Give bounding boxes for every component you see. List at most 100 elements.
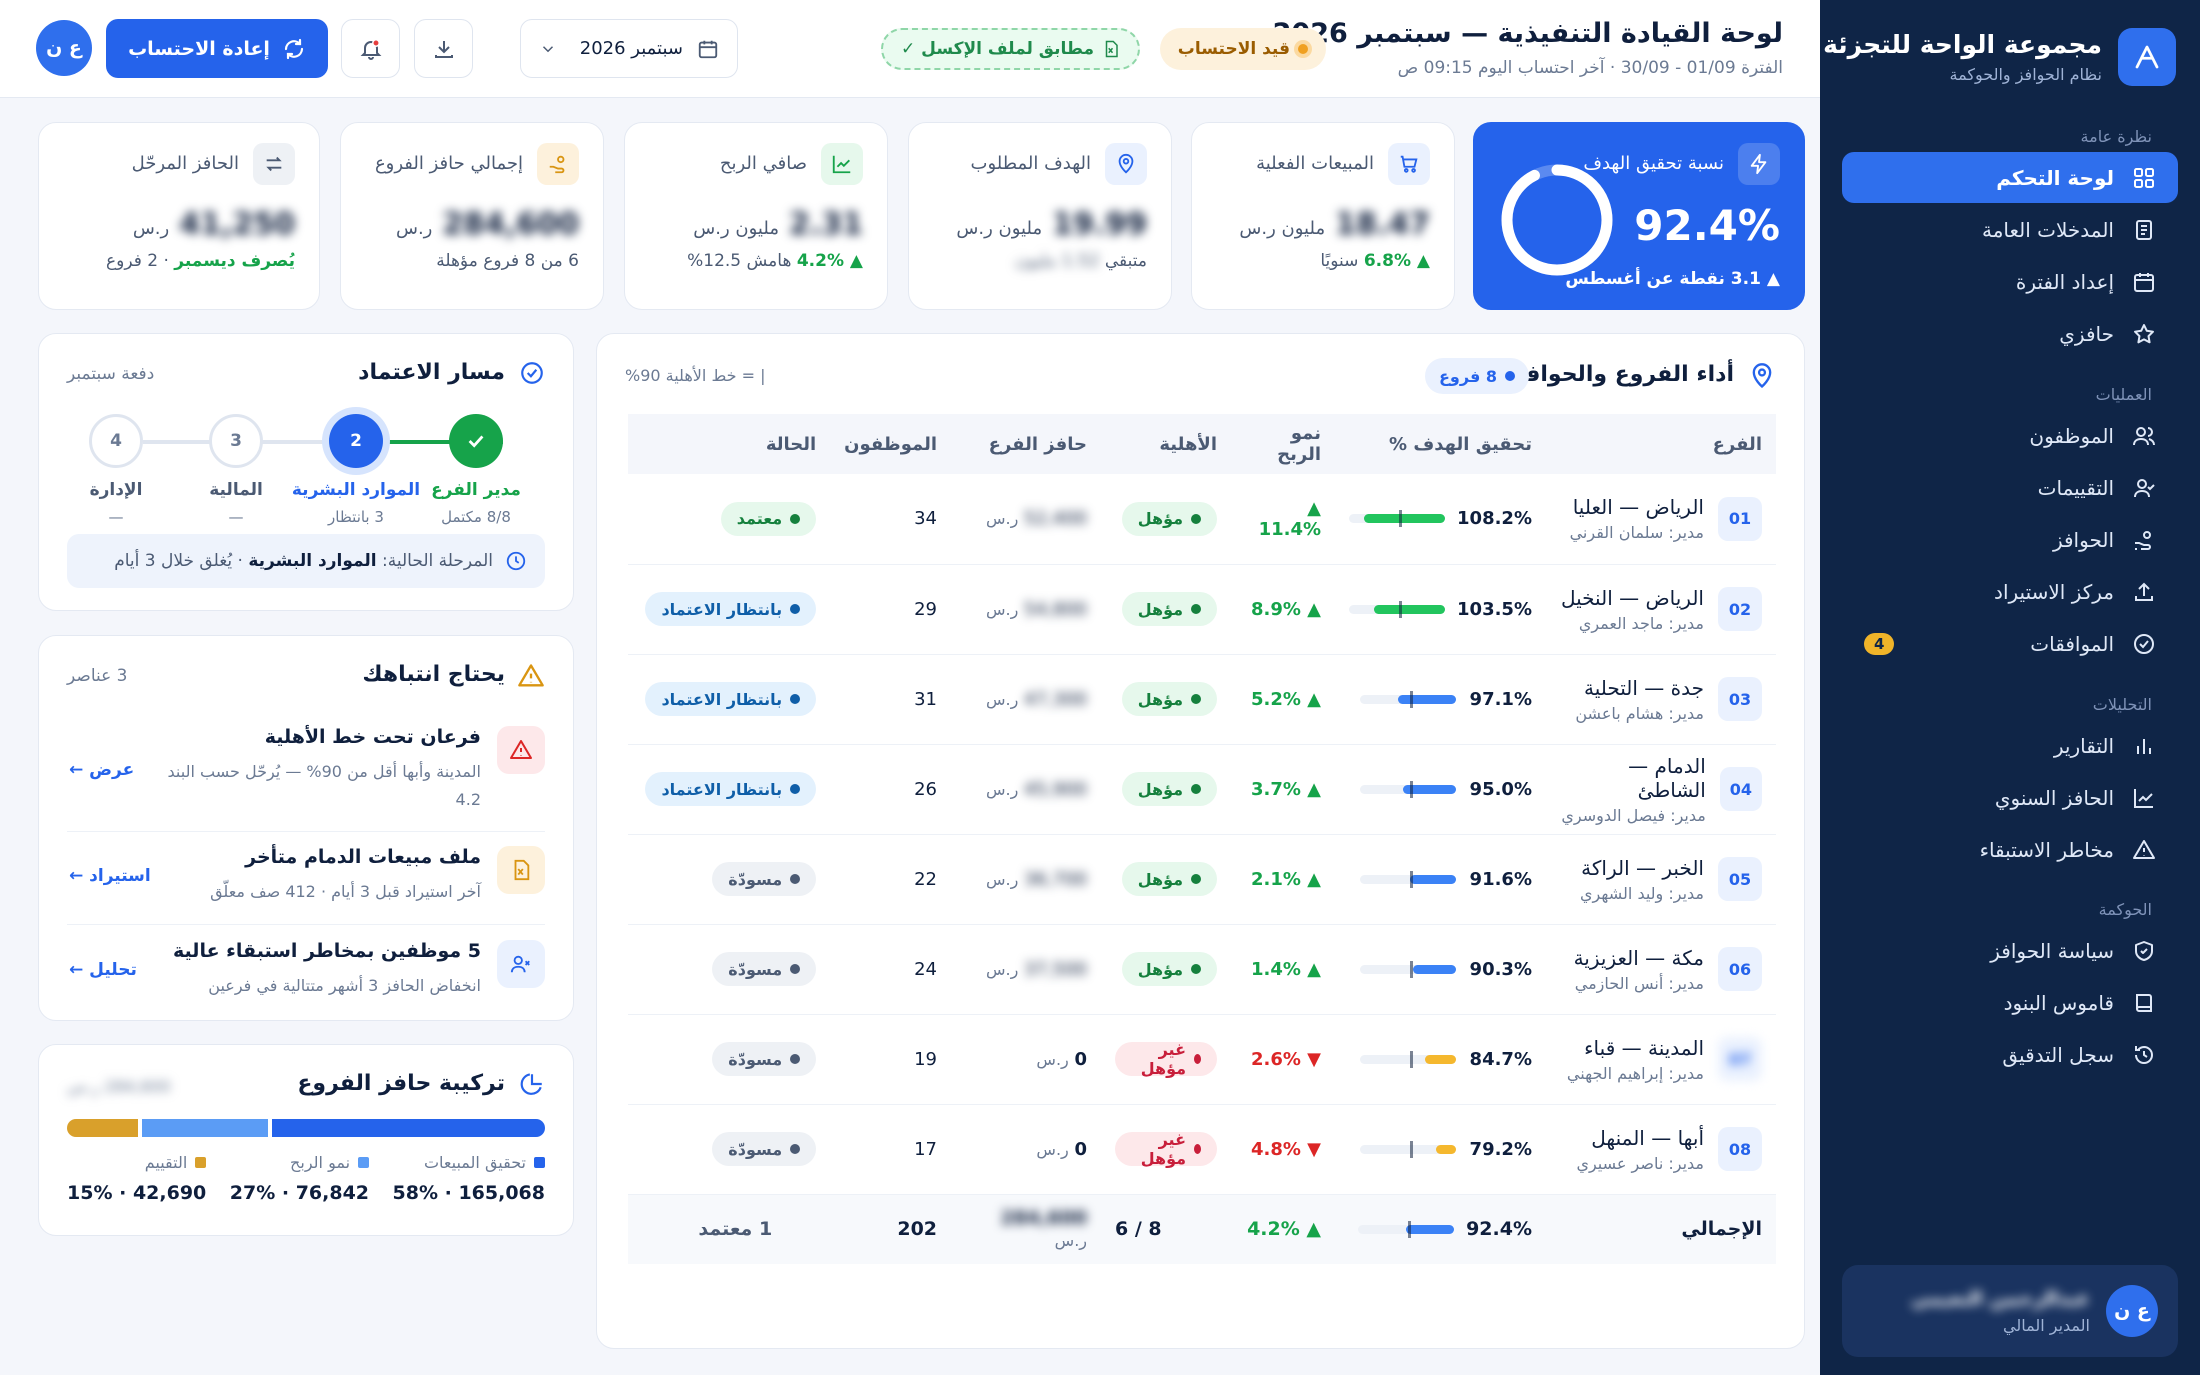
user-role: المدير المالي (2003, 1315, 2090, 1335)
sidebar-item-general-inputs[interactable]: المدخلات العامة (1842, 204, 2178, 255)
nav-section-label: التحليلات (2092, 695, 2152, 714)
notifications-button[interactable] (341, 19, 400, 78)
achievement-bar (1349, 510, 1446, 528)
achievement-bar (1360, 1050, 1456, 1068)
incentive-value: 284,600 (1000, 1207, 1088, 1230)
header-avatar[interactable]: ع ن (36, 20, 92, 76)
step-sublabel: — (108, 508, 124, 526)
kpi-label: نسبة تحقيق الهدف (1583, 153, 1724, 174)
employees-cell: 19 (830, 1014, 952, 1105)
status-badge[interactable]: مسودّة (712, 952, 817, 986)
period-select[interactable]: سبتمبر 2026 (520, 19, 738, 78)
sidebar-item-annual-incentive[interactable]: الحافز السنوي (1842, 772, 2178, 823)
sidebar-item-my-incentive[interactable]: حافزي (1842, 308, 2178, 359)
achievement-bar-fill (1412, 964, 1456, 974)
achievement-bar-fill (1436, 1144, 1456, 1154)
sidebar-item-retention-risk[interactable]: مخاطر الاستبقاء (1842, 824, 2178, 875)
status-badge[interactable]: مسودّة (712, 862, 817, 896)
branch-cell: 06 مكة — العزيزية مدير: أنس الحازمي (1546, 924, 1776, 1015)
sidebar-item-label: الموافقات (2030, 631, 2114, 656)
table-row[interactable]: 05 الخبر — الراكة مدير: وليد الشهري 91.6% ▲ … (628, 834, 1776, 925)
triangle-down-icon: ▼ (1307, 1138, 1322, 1160)
table-row[interactable]: 03 جدة — التحلية مدير: هشام باعشن 97.1% ▲ 5.… (628, 654, 1776, 745)
kpi-foot-text: سنويًا (1320, 251, 1359, 271)
branch-index: 05 (1718, 857, 1762, 901)
incentive-value: 45,900 (1024, 778, 1088, 800)
status-badge[interactable]: بانتظار الاعتماد (645, 592, 817, 626)
achievement-value: 79.2% (1469, 1138, 1532, 1160)
eligibility-label: مؤهل (1137, 509, 1184, 529)
swap-icon (253, 143, 295, 185)
user-card[interactable]: ع ن عبدالرحمن النعيمي المدير المالي (1842, 1265, 2178, 1357)
download-button[interactable] (414, 19, 473, 78)
sidebar-item-evaluations[interactable]: التقييمات (1842, 462, 2178, 513)
branch-index: 04 (1719, 767, 1762, 811)
achievement-cell: 97.1% (1335, 654, 1546, 745)
sidebar-item-terms-dictionary[interactable]: قاموس البنود (1842, 977, 2178, 1028)
attention-import-link[interactable]: استيراد ← (69, 866, 151, 886)
eligibility-cell: مؤهل (1101, 564, 1232, 655)
attention-item-desc: انخفاض الحافز 3 أشهر متتالية في فرعين (208, 976, 481, 995)
status-badge[interactable]: بانتظار الاعتماد (645, 772, 817, 806)
triangle-up-icon: ▲ (1306, 1218, 1322, 1241)
table-row[interactable]: 06 مكة — العزيزية مدير: أنس الحازمي 90.3% ▲ … (628, 924, 1776, 1015)
eligibility-line-marker (1410, 960, 1414, 978)
status-label: مسودّة (728, 959, 783, 979)
chip-dot-icon (790, 964, 801, 974)
status-badge[interactable]: معتمد (720, 501, 817, 536)
step-connector (383, 440, 503, 444)
sidebar-item-reports[interactable]: التقارير (1842, 720, 2178, 771)
note-text: المرحلة الحالية: (376, 551, 493, 571)
sidebar-item-audit-log[interactable]: سجل التدقيق (1842, 1029, 2178, 1080)
sidebar-item-incentives[interactable]: الحوافز (1842, 514, 2178, 565)
check-circle-icon (519, 360, 545, 386)
table-total-row: الإجمالي 92.4% ▲ 4.2% 8 / 6 284,600 ر.س 202 1 … (628, 1194, 1776, 1264)
achievement-cell: 108.2% (1335, 474, 1546, 565)
status-dot-icon (1298, 44, 1308, 54)
eligibility-cell: مؤهل (1101, 654, 1232, 745)
growth-value: 1.4% (1250, 958, 1301, 980)
incentive-unit: ر.س (1036, 1139, 1069, 1159)
legend-value: 165,068 · 58% (392, 1182, 545, 1204)
table-row[interactable]: 07 المدينة — قباء مدير: إبراهيم الجهني 84.7… (628, 1014, 1776, 1105)
sidebar-item-approvals[interactable]: الموافقات 4 (1842, 618, 2178, 669)
sidebar-item-employees[interactable]: الموظفون (1842, 410, 2178, 461)
table-header-row: الفرع تحقيق الهدف % نمو الربح الأهلية حا… (628, 414, 1776, 474)
sidebar-item-period-setup[interactable]: إعداد الفترة (1842, 256, 2178, 307)
status-badge[interactable]: مسودّة (712, 1042, 817, 1076)
sidebar-item-import-center[interactable]: مركز الاستيراد (1842, 566, 2178, 617)
table-row[interactable]: 04 الدمام — الشاطئ مدير: فيصل الدوسري 95.0%… (628, 744, 1776, 835)
status-label: مسودّة (728, 869, 783, 889)
sidebar-item-label: الحافز السنوي (1994, 785, 2114, 810)
attention-title: يحتاج انتباهك (362, 662, 505, 687)
recalculate-label: إعادة الاحتساب (128, 37, 270, 60)
status-badge[interactable]: مسودّة (712, 1132, 817, 1166)
top-header: لوحة القيادة التنفيذية — سبتمبر 2026 الف… (0, 0, 1820, 98)
brand-subtitle: نظام الحوافز والحوكمة (1949, 65, 2102, 84)
status-badge[interactable]: بانتظار الاعتماد (645, 682, 817, 716)
growth-cell: ▲ 1.4% (1231, 924, 1336, 1015)
table-row[interactable]: 08 أبها — المنهل مدير: ناصر عسيري 79.2% ▼ 4.… (628, 1104, 1776, 1195)
eligibility-cell: غير مؤهل (1101, 1104, 1232, 1195)
status-cell: بانتظار الاعتماد (628, 744, 831, 835)
kpi-value: 284,600 ر.س (396, 207, 579, 242)
recalculate-button[interactable]: إعادة الاحتساب (106, 19, 328, 78)
sidebar-item-dashboard[interactable]: لوحة التحكم (1842, 152, 2178, 203)
sidebar-item-incentive-policy[interactable]: سياسة الحوافز (1842, 925, 2178, 976)
attention-view-link[interactable]: عرض ← (69, 760, 135, 780)
nav-section-analytics: التحليلات التقارير الحافز السنوي مخاطر ا… (1820, 690, 2200, 876)
nav-section-label: نظرة عامة (2080, 127, 2152, 146)
eligibility-chip: مؤهل (1121, 501, 1218, 536)
employees-cell: 24 (830, 924, 952, 1015)
shield-icon (2132, 939, 2156, 963)
table-row[interactable]: 02 الرياض — النخيل مدير: ماجد العمري 103.5%… (628, 564, 1776, 655)
achievement-bar (1360, 870, 1456, 888)
history-icon (2132, 1043, 2156, 1067)
attention-analyze-link[interactable]: تحليل ← (69, 960, 137, 980)
composition-card: تركيبة حافز الفروع 284,600 ر.س تحقيق الم… (38, 1044, 574, 1236)
sidebar-item-label: مخاطر الاستبقاء (1979, 837, 2114, 862)
table-row[interactable]: 01 الرياض — العليا مدير: سلمان القرني 108.2… (628, 474, 1776, 565)
branch-name: مكة — العزيزية (1573, 945, 1704, 970)
branch-name: الرياض — العليا (1572, 495, 1704, 520)
page-subtitle: الفترة 01/09 - 30/09 · آخر احتساب اليوم … (1397, 58, 1783, 78)
